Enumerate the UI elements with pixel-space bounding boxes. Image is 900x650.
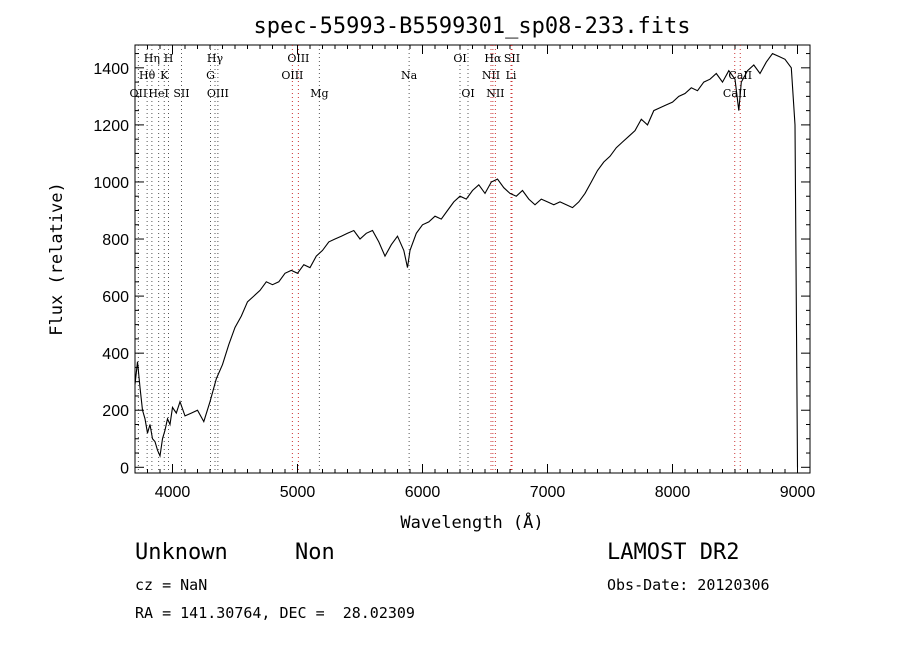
line-label: OIII — [207, 87, 229, 100]
x-axis-label: Wavelength (Å) — [400, 511, 543, 533]
spectrum-line — [134, 52, 799, 468]
line-label: Hθ — [139, 69, 156, 82]
line-label: HeI — [148, 87, 168, 100]
x-tick-label: 7000 — [530, 484, 566, 501]
chart-title: spec-55993-B5599301_sp08-233.fits — [253, 14, 690, 39]
redshift-value: cz = NaN — [135, 576, 208, 594]
line-label: Hα — [484, 52, 502, 65]
line-label: Na — [401, 69, 418, 82]
line-label: OIII — [281, 69, 303, 82]
line-label: G — [206, 69, 215, 82]
line-label: OII — [130, 87, 148, 100]
line-label: K — [160, 69, 169, 82]
object-subclass: Non — [295, 540, 335, 565]
line-label: SII — [504, 52, 520, 65]
y-tick-label: 1200 — [93, 118, 129, 135]
emission-line-markers — [137, 45, 741, 473]
survey-name: LAMOST DR2 — [607, 540, 740, 565]
line-label: OI — [461, 87, 474, 100]
line-label: Mg — [310, 87, 328, 100]
spectrum-chart: spec-55993-B5599301_sp08-233.fits Hη H Hγ O… — [47, 14, 816, 533]
line-label: H — [164, 52, 174, 65]
observation-date: Obs-Date: 20120306 — [607, 576, 770, 594]
x-tick-label: 6000 — [405, 484, 441, 501]
y-tick-label: 0 — [120, 460, 129, 477]
y-tick-label: 600 — [102, 289, 129, 306]
spectrum-series — [134, 52, 799, 468]
line-label: SII — [173, 87, 189, 100]
y-tick-label: 1000 — [93, 175, 129, 192]
y-axis-ticks: 0 200 400 600 800 1000 1200 1400 — [93, 53, 810, 477]
line-label: Hη — [144, 52, 160, 65]
line-label: CaII — [723, 87, 747, 100]
coordinates: RA = 141.30764, DEC = 28.02309 — [135, 604, 415, 622]
line-label: NII — [482, 69, 500, 82]
y-tick-label: 1400 — [93, 61, 129, 78]
line-label: OI — [453, 52, 466, 65]
x-tick-label: 4000 — [155, 484, 191, 501]
x-tick-label: 5000 — [280, 484, 316, 501]
line-label: Li — [506, 69, 517, 82]
y-tick-label: 800 — [102, 232, 129, 249]
y-axis-label: Flux (relative) — [47, 182, 67, 336]
y-tick-label: 400 — [102, 346, 129, 363]
x-tick-label: 8000 — [655, 484, 691, 501]
line-label: Hγ — [207, 52, 224, 65]
line-label: OIII — [287, 52, 309, 65]
line-label: NII — [486, 87, 504, 100]
x-axis-ticks: 4000 5000 6000 7000 8000 9000 — [134, 45, 816, 501]
y-tick-label: 200 — [102, 403, 129, 420]
object-class: Unknown — [135, 540, 228, 565]
x-tick-label: 9000 — [780, 484, 816, 501]
plot-frame — [134, 44, 811, 474]
